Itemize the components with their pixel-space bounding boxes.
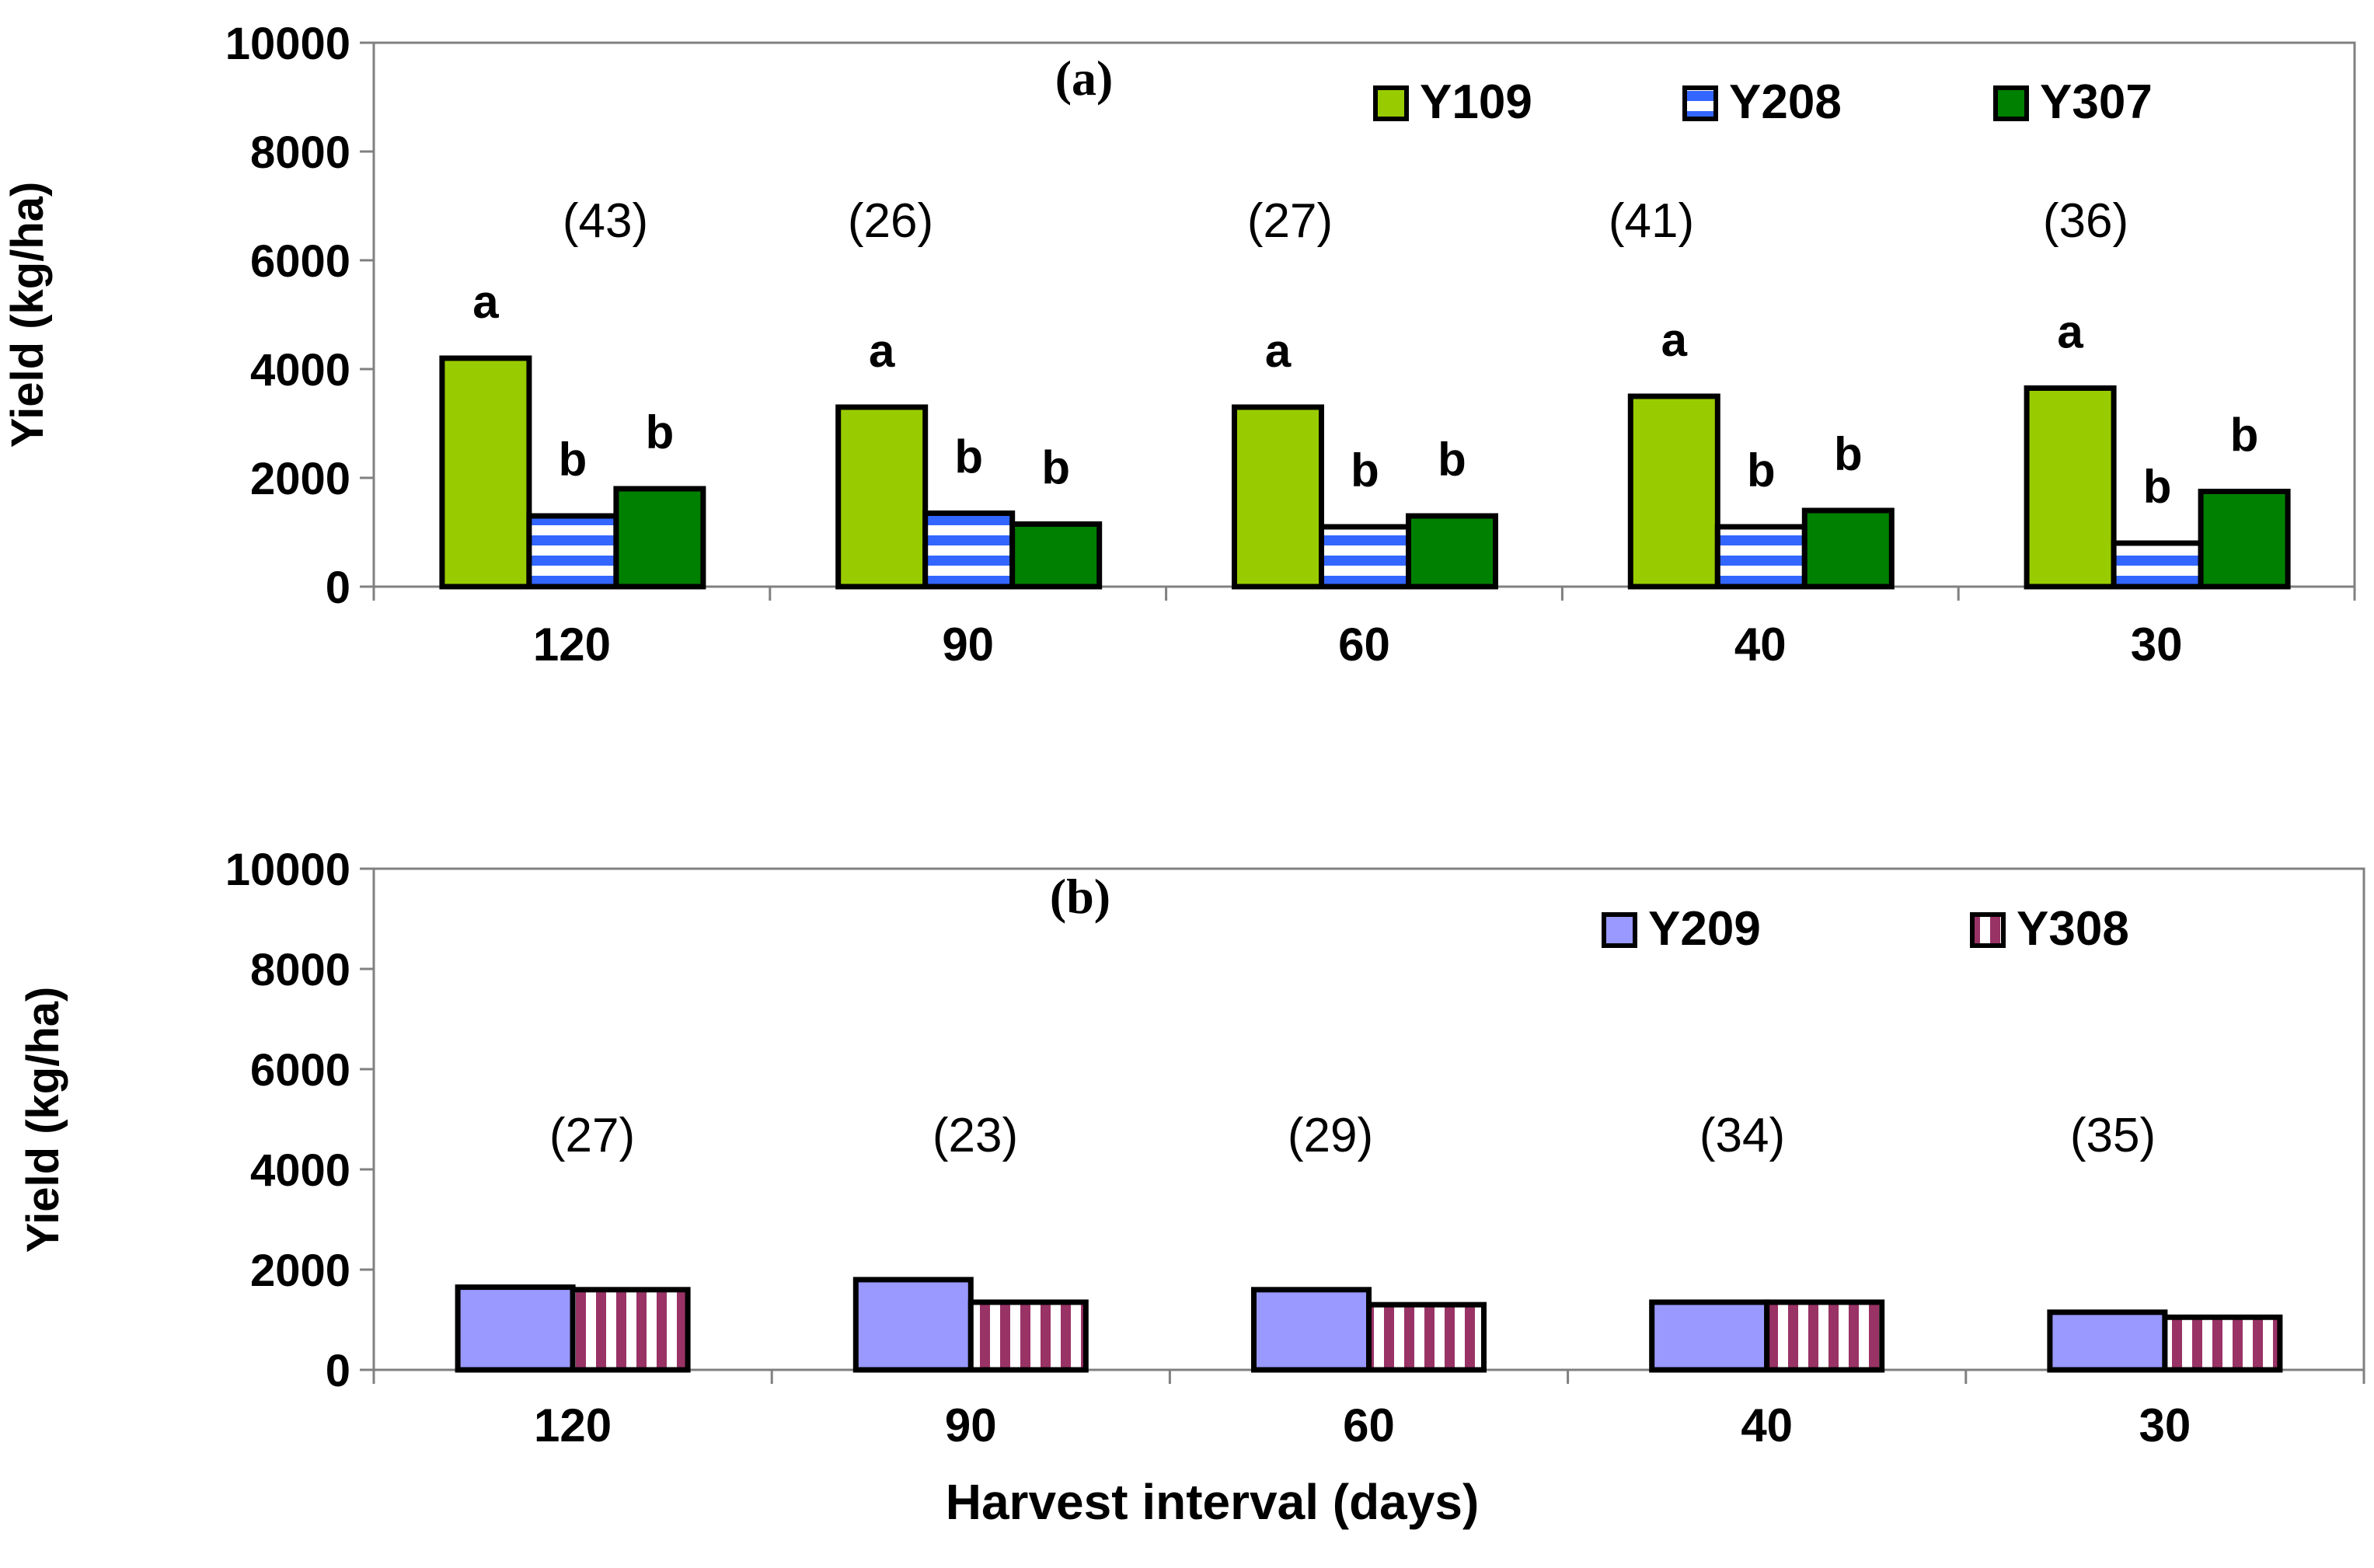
significance-letter: a [472,276,499,328]
y-tick-label: 6000 [250,1045,350,1096]
significance-letter: b [1438,434,1466,486]
x-tick-label: 120 [534,1399,612,1451]
bar-Y209 [2047,1309,2168,1373]
group-annotation: (36) [2043,194,2128,248]
y-tick-label: 4000 [250,345,350,395]
group-annotation: (23) [933,1109,1018,1162]
bar-Y308 [967,1299,1089,1373]
significance-letter: a [1265,325,1292,377]
bar-Y307 [2198,489,2291,590]
x-tick-label: 60 [1343,1399,1395,1451]
x-axis-label: Harvest interval (days) [946,1474,1480,1530]
bar-Y109 [1232,404,1324,590]
panel-label: (b) [1050,869,1110,924]
bar-Y307 [1406,513,1498,590]
bar-Y307 [1009,521,1103,590]
bar-Y208 [2111,540,2204,590]
legend-swatch-Y208 [1682,85,1718,121]
significance-letter: b [559,434,587,486]
bar-Y109 [2024,385,2117,590]
significance-letter: a [1661,314,1688,366]
legend-label-Y209: Y209 [1648,902,1761,956]
panel-b: 0 2000 4000 6000 8000 10000 120 90 60 40 30 (27) (23… [18,845,2365,1530]
y-tick-label: 0 [326,1346,350,1396]
bar-Y209 [1251,1287,1372,1373]
x-tick-label: 40 [1734,618,1787,671]
legend-swatch-Y209 [1602,912,1637,948]
x-tick-label: 30 [2139,1399,2191,1451]
x-tick-label: 90 [942,618,994,671]
legend-label-Y308: Y308 [2017,902,2129,956]
bar-Y208 [922,510,1016,590]
bar-Y208 [526,513,619,590]
x-tick-label: 90 [945,1399,997,1451]
bar-Y209 [1649,1299,1770,1373]
bar-Y209 [852,1277,974,1373]
significance-letter: b [2143,461,2172,513]
significance-letter: b [1834,428,1863,480]
legend-swatch-Y307 [1993,85,2029,121]
bar-Y308 [2162,1314,2283,1373]
significance-letter: b [1747,444,1776,497]
y-tick-label: 10000 [225,19,350,69]
bar-Y208 [1714,524,1808,590]
bar-Y308 [570,1287,691,1373]
significance-letter: b [2230,409,2259,462]
group-annotation: (35) [2070,1109,2156,1162]
significance-letter: b [1351,444,1379,497]
legend-label-Y208: Y208 [1729,75,1842,129]
bar-Y109 [1627,393,1720,590]
x-tick-label: 40 [1741,1399,1793,1451]
significance-letter: b [646,406,675,458]
panel-label: (a) [1055,51,1114,106]
bar-Y209 [455,1284,576,1373]
y-tick-label: 0 [326,563,350,613]
bar-Y109 [835,404,929,590]
group-annotation: (27) [549,1109,635,1162]
y-axis-label: Yield (kg/ha) [18,987,68,1253]
group-annotation: (29) [1288,1109,1373,1162]
significance-letter: b [1041,442,1070,494]
group-annotation: (34) [1699,1109,1785,1162]
y-tick-label: 8000 [250,945,350,995]
group-annotation: (43) [563,194,648,248]
y-tick-label: 8000 [250,127,350,178]
group-annotation: (26) [848,194,933,248]
group-annotation: (41) [1609,194,1694,248]
y-axis-label: Yield (kg/ha) [2,182,53,448]
y-tick-label: 2000 [250,454,350,504]
bar-Y308 [1366,1301,1487,1373]
legend-swatch-Y308 [1970,912,2006,948]
y-tick-label: 4000 [250,1145,350,1196]
significance-letter: b [954,431,983,483]
y-tick-label: 2000 [250,1246,350,1296]
bar-Y307 [1801,507,1895,590]
significance-letter: a [869,325,895,377]
x-tick-label: 30 [2131,618,2183,671]
significance-letter: a [2057,306,2083,358]
group-annotation: (27) [1247,194,1333,248]
y-tick-label: 10000 [225,845,350,895]
bar-Y208 [1319,524,1411,590]
y-tick-label: 6000 [250,236,350,287]
bar-Y308 [1764,1299,1885,1373]
legend-label-Y307: Y307 [2040,75,2153,129]
panel-a: 0 2000 4000 6000 8000 10000 120 90 60 40 30 a a a a a b b… [2,19,2356,671]
legend-swatch-Y109 [1373,85,1409,121]
legend-label-Y109: Y109 [1420,75,1532,129]
x-tick-label: 120 [533,618,611,671]
x-tick-label: 60 [1338,618,1390,671]
bar-Y307 [613,486,706,590]
bar-Y109 [439,355,532,590]
